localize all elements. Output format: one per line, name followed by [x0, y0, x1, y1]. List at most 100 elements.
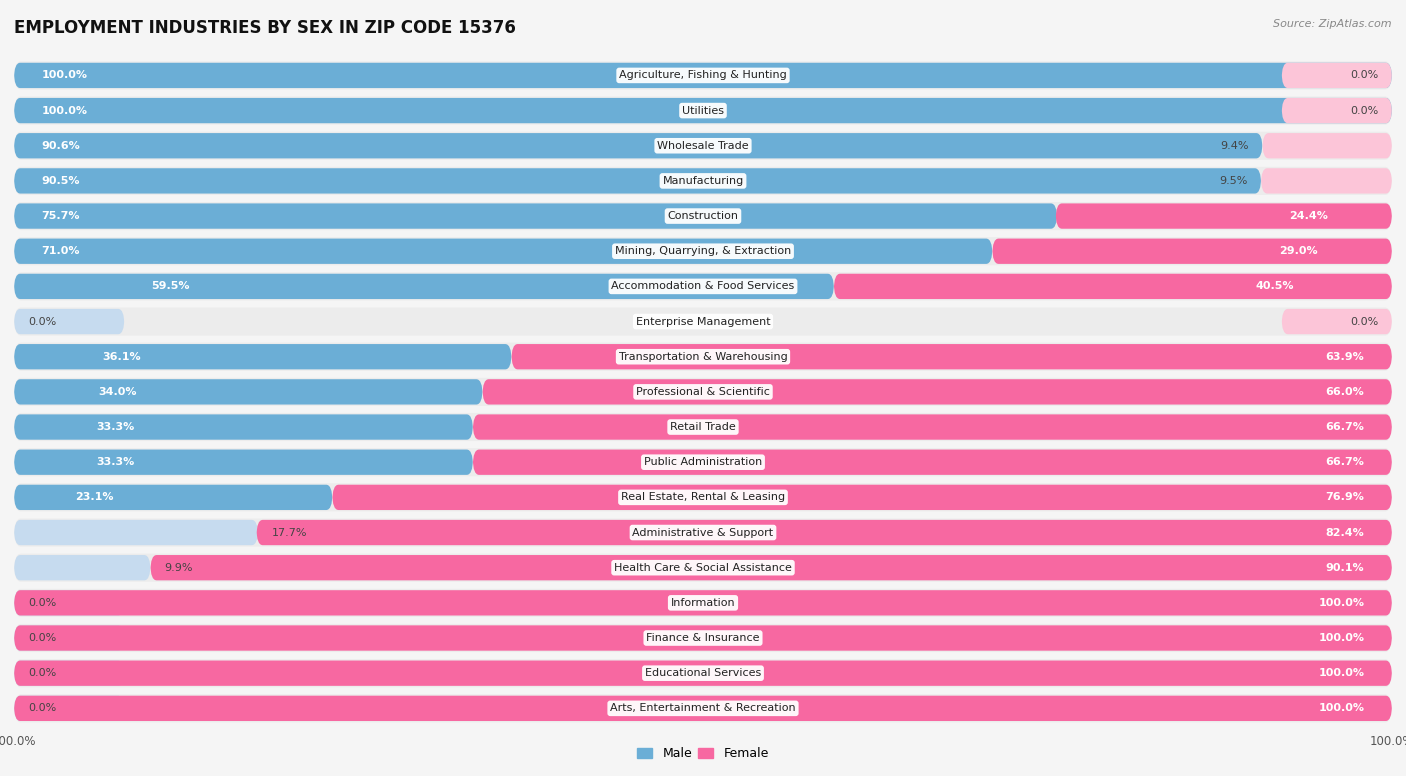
- Text: 36.1%: 36.1%: [103, 352, 141, 362]
- FancyBboxPatch shape: [1056, 203, 1392, 229]
- FancyBboxPatch shape: [14, 483, 1392, 511]
- Text: Source: ZipAtlas.com: Source: ZipAtlas.com: [1274, 19, 1392, 29]
- FancyBboxPatch shape: [1282, 63, 1392, 88]
- FancyBboxPatch shape: [14, 591, 1392, 615]
- Text: 71.0%: 71.0%: [42, 246, 80, 256]
- FancyBboxPatch shape: [1282, 309, 1392, 334]
- FancyBboxPatch shape: [14, 307, 1392, 335]
- Text: 0.0%: 0.0%: [1350, 106, 1378, 116]
- FancyBboxPatch shape: [14, 238, 993, 264]
- FancyBboxPatch shape: [14, 520, 257, 546]
- FancyBboxPatch shape: [993, 238, 1392, 264]
- Text: Health Care & Social Assistance: Health Care & Social Assistance: [614, 563, 792, 573]
- FancyBboxPatch shape: [14, 591, 124, 615]
- Text: Manufacturing: Manufacturing: [662, 176, 744, 186]
- FancyBboxPatch shape: [14, 272, 1392, 300]
- Text: Wholesale Trade: Wholesale Trade: [657, 140, 749, 151]
- Text: Finance & Insurance: Finance & Insurance: [647, 633, 759, 643]
- Text: 0.0%: 0.0%: [28, 598, 56, 608]
- Text: 0.0%: 0.0%: [1350, 71, 1378, 81]
- Text: 17.7%: 17.7%: [271, 528, 308, 538]
- FancyBboxPatch shape: [256, 520, 1392, 546]
- FancyBboxPatch shape: [14, 413, 1392, 441]
- FancyBboxPatch shape: [14, 237, 1392, 265]
- Text: 76.9%: 76.9%: [1326, 492, 1364, 502]
- Text: Real Estate, Rental & Leasing: Real Estate, Rental & Leasing: [621, 492, 785, 502]
- FancyBboxPatch shape: [14, 625, 124, 650]
- FancyBboxPatch shape: [14, 518, 1392, 546]
- FancyBboxPatch shape: [1263, 133, 1392, 158]
- Text: Agriculture, Fishing & Hunting: Agriculture, Fishing & Hunting: [619, 71, 787, 81]
- FancyBboxPatch shape: [14, 696, 1392, 721]
- FancyBboxPatch shape: [14, 659, 1392, 688]
- Text: 100.0%: 100.0%: [1319, 633, 1364, 643]
- Text: 100.0%: 100.0%: [42, 71, 87, 81]
- FancyBboxPatch shape: [14, 589, 1392, 617]
- FancyBboxPatch shape: [14, 167, 1392, 195]
- FancyBboxPatch shape: [14, 309, 124, 334]
- FancyBboxPatch shape: [1261, 168, 1392, 193]
- Text: 9.9%: 9.9%: [165, 563, 193, 573]
- Text: 100.0%: 100.0%: [1319, 668, 1364, 678]
- FancyBboxPatch shape: [14, 553, 1392, 582]
- Text: 0.0%: 0.0%: [28, 703, 56, 713]
- FancyBboxPatch shape: [14, 625, 1392, 650]
- FancyBboxPatch shape: [472, 414, 1392, 440]
- FancyBboxPatch shape: [1282, 98, 1392, 123]
- Text: EMPLOYMENT INDUSTRIES BY SEX IN ZIP CODE 15376: EMPLOYMENT INDUSTRIES BY SEX IN ZIP CODE…: [14, 19, 516, 37]
- Text: 90.1%: 90.1%: [1326, 563, 1364, 573]
- Text: Arts, Entertainment & Recreation: Arts, Entertainment & Recreation: [610, 703, 796, 713]
- FancyBboxPatch shape: [512, 344, 1392, 369]
- Text: 0.0%: 0.0%: [28, 317, 56, 327]
- Text: Accommodation & Food Services: Accommodation & Food Services: [612, 282, 794, 292]
- Text: 9.5%: 9.5%: [1219, 176, 1247, 186]
- Text: 90.5%: 90.5%: [42, 176, 80, 186]
- Text: 90.6%: 90.6%: [42, 140, 80, 151]
- Text: 34.0%: 34.0%: [98, 387, 136, 397]
- Text: 33.3%: 33.3%: [97, 422, 135, 432]
- Text: Retail Trade: Retail Trade: [671, 422, 735, 432]
- Text: 0.0%: 0.0%: [1350, 317, 1378, 327]
- FancyBboxPatch shape: [14, 344, 512, 369]
- FancyBboxPatch shape: [14, 695, 1392, 722]
- FancyBboxPatch shape: [14, 485, 332, 510]
- FancyBboxPatch shape: [482, 379, 1392, 404]
- FancyBboxPatch shape: [472, 449, 1392, 475]
- FancyBboxPatch shape: [14, 624, 1392, 652]
- Text: 100.0%: 100.0%: [1319, 598, 1364, 608]
- Text: 9.4%: 9.4%: [1220, 140, 1249, 151]
- Text: 59.5%: 59.5%: [150, 282, 190, 292]
- FancyBboxPatch shape: [14, 414, 472, 440]
- Text: Enterprise Management: Enterprise Management: [636, 317, 770, 327]
- FancyBboxPatch shape: [14, 660, 1392, 686]
- Text: 63.9%: 63.9%: [1326, 352, 1364, 362]
- Text: Information: Information: [671, 598, 735, 608]
- Text: 66.0%: 66.0%: [1326, 387, 1364, 397]
- Text: 66.7%: 66.7%: [1326, 457, 1364, 467]
- FancyBboxPatch shape: [14, 343, 1392, 371]
- FancyBboxPatch shape: [14, 660, 124, 686]
- Text: Administrative & Support: Administrative & Support: [633, 528, 773, 538]
- FancyBboxPatch shape: [14, 696, 124, 721]
- FancyBboxPatch shape: [14, 63, 1392, 88]
- Text: 82.4%: 82.4%: [1326, 528, 1364, 538]
- FancyBboxPatch shape: [14, 379, 482, 404]
- Text: 0.0%: 0.0%: [28, 633, 56, 643]
- FancyBboxPatch shape: [14, 168, 1261, 193]
- FancyBboxPatch shape: [14, 203, 1057, 229]
- FancyBboxPatch shape: [14, 98, 1392, 123]
- FancyBboxPatch shape: [14, 132, 1392, 160]
- Text: 100.0%: 100.0%: [42, 106, 87, 116]
- Text: 75.7%: 75.7%: [42, 211, 80, 221]
- Text: 66.7%: 66.7%: [1326, 422, 1364, 432]
- Text: Public Administration: Public Administration: [644, 457, 762, 467]
- Text: Educational Services: Educational Services: [645, 668, 761, 678]
- FancyBboxPatch shape: [150, 555, 1392, 580]
- FancyBboxPatch shape: [14, 274, 834, 299]
- FancyBboxPatch shape: [14, 449, 472, 475]
- Text: 33.3%: 33.3%: [97, 457, 135, 467]
- Text: 29.0%: 29.0%: [1279, 246, 1319, 256]
- Text: Transportation & Warehousing: Transportation & Warehousing: [619, 352, 787, 362]
- FancyBboxPatch shape: [332, 485, 1392, 510]
- FancyBboxPatch shape: [834, 274, 1392, 299]
